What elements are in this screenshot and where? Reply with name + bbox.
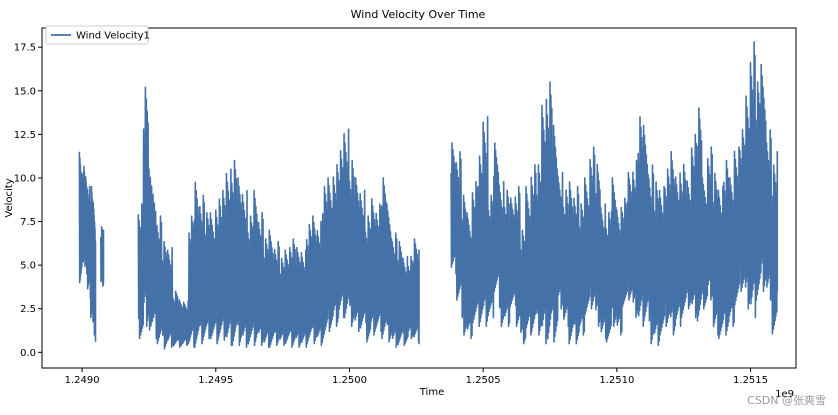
watermark-text: CSDN @张爽雪 [747, 394, 826, 407]
y-axis-ticks: 0.0 2.5 5.0 7.5 10.0 12.5 15.0 17.5 [14, 43, 42, 359]
y-tick-label: 2.5 [20, 304, 36, 315]
x-tick-label: 1.2515 [733, 375, 768, 386]
x-tick-label: 1.2490 [65, 375, 100, 386]
series-line-segment-2 [100, 226, 105, 287]
x-tick-label: 1.2510 [599, 375, 634, 386]
y-tick-label: 5.0 [20, 261, 36, 272]
x-tick-label: 1.2505 [466, 375, 501, 386]
x-axis-ticks: 1.2490 1.2495 1.2500 1.2505 1.2510 1.2515 [65, 368, 768, 386]
chart-title: Wind Velocity Over Time [351, 8, 486, 21]
y-axis-label: Velocity [4, 178, 15, 217]
series-group [78, 41, 779, 350]
legend-box [45, 25, 149, 45]
x-axis-label: Time [419, 387, 444, 398]
series-line-segment-1 [78, 151, 97, 342]
y-tick-label: 17.5 [14, 43, 36, 54]
x-tick-label: 1.2500 [332, 375, 367, 386]
legend: Wind Velocity1 [45, 25, 150, 45]
y-tick-label: 10.0 [14, 173, 36, 184]
axes-frame [41, 27, 797, 369]
x-tick-label: 1.2495 [198, 375, 233, 386]
y-tick-label: 7.5 [20, 217, 36, 228]
series-line-segment-4 [450, 41, 779, 347]
series-line-segment-3 [137, 86, 420, 350]
legend-label-wind-velocity1: Wind Velocity1 [76, 31, 150, 42]
x-axis-offset-text: 1e9 [775, 389, 794, 400]
y-tick-label: 0.0 [20, 348, 36, 359]
y-tick-label: 12.5 [14, 130, 36, 141]
y-tick-label: 15.0 [14, 86, 36, 97]
